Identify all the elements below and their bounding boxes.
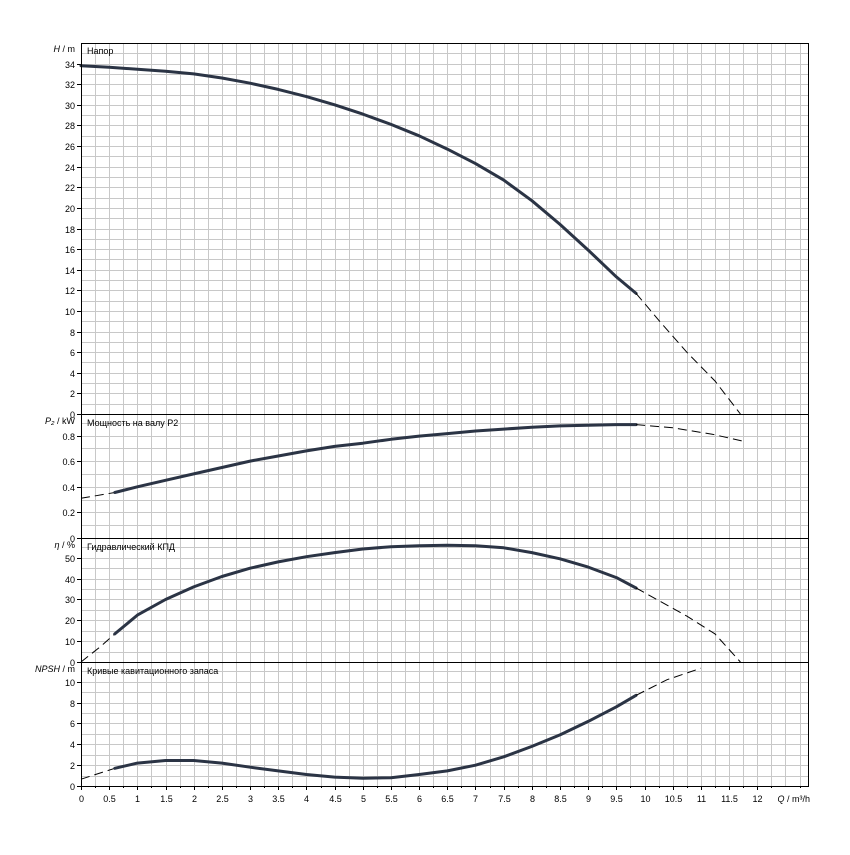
- y-axis-label: H / m: [53, 44, 75, 54]
- x-tick-label: 4.5: [329, 794, 342, 804]
- y-tick-label: 10: [65, 307, 75, 317]
- y-tick-label: 10: [65, 637, 75, 647]
- curve-operating: [113, 543, 638, 636]
- y-axis-label: NPSH / m: [35, 664, 75, 674]
- curve-extrapolated: [80, 633, 116, 663]
- y-tick-label: 0.2: [62, 508, 75, 518]
- x-tick-label: 0.5: [103, 794, 116, 804]
- x-tick-label: 11: [697, 794, 706, 804]
- x-tick-label: 6: [417, 794, 422, 804]
- y-tick-label: 40: [65, 575, 75, 585]
- y-tick-label: 20: [65, 616, 75, 626]
- y-tick-label: 22: [65, 183, 75, 193]
- y-tick-label: 2: [70, 761, 75, 771]
- y-tick-label: 0: [70, 410, 75, 420]
- y-tick-label: 18: [65, 225, 75, 235]
- x-tick-label: 11.5: [721, 794, 738, 804]
- x-tick-label: 2.5: [216, 794, 229, 804]
- x-axis-label: Q / m³/h: [777, 794, 810, 804]
- y-axis-symbol: P₂: [45, 416, 55, 426]
- y-tick-label: 30: [65, 595, 75, 605]
- x-axis-separator: /: [784, 794, 792, 804]
- y-tick-label: 0: [70, 534, 75, 544]
- x-tick-label: 10: [640, 794, 650, 804]
- x-tick-label: 12: [752, 794, 762, 804]
- curve-extrapolated: [635, 293, 741, 415]
- x-tick-label: 9.5: [610, 794, 623, 804]
- y-tick-label: 4: [70, 369, 75, 379]
- x-tick-label: 5.5: [385, 794, 398, 804]
- x-tick-label: 10.5: [665, 794, 683, 804]
- y-axis-symbol: η: [54, 540, 59, 550]
- x-tick-label: 1: [135, 794, 140, 804]
- y-axis-separator: /: [60, 664, 68, 674]
- x-tick-label: 4: [304, 794, 309, 804]
- y-axis-symbol: NPSH: [35, 664, 61, 674]
- curve-extrapolated: [80, 767, 115, 780]
- y-axis-separator: /: [60, 44, 68, 54]
- panel-title: Напор: [87, 46, 113, 56]
- y-axis-separator: /: [59, 540, 67, 550]
- panel-title: Мощность на валу P2: [87, 418, 178, 428]
- y-tick-label: 0: [70, 658, 75, 668]
- y-tick-label: 8: [70, 328, 75, 338]
- curve-extrapolated: [80, 492, 115, 499]
- x-tick-label: 5: [361, 794, 366, 804]
- y-tick-label: 10: [65, 678, 75, 688]
- x-tick-label: 3.5: [272, 794, 285, 804]
- y-axis-unit: kW: [62, 416, 76, 426]
- y-axis-unit: %: [67, 540, 75, 550]
- y-tick-label: 28: [65, 121, 75, 131]
- x-tick-label: 0: [79, 794, 84, 804]
- y-tick-label: 12: [65, 286, 75, 296]
- x-tick-label: 2: [192, 794, 197, 804]
- curve-operating: [79, 64, 638, 295]
- curve-extrapolated: [636, 424, 747, 443]
- y-tick-label: 6: [70, 348, 75, 358]
- y-tick-label: 34: [65, 60, 75, 70]
- x-tick-label: 1.5: [160, 794, 173, 804]
- y-tick-label: 0: [70, 782, 75, 792]
- y-tick-label: 16: [65, 245, 75, 255]
- y-tick-label: 8: [70, 699, 75, 709]
- y-tick-label: 2: [70, 389, 75, 399]
- curve-operating: [113, 423, 638, 494]
- y-tick-label: 14: [65, 266, 75, 276]
- y-tick-label: 26: [65, 142, 75, 152]
- y-tick-label: 30: [65, 101, 75, 111]
- curve-extrapolated: [635, 587, 741, 663]
- panel-title: Кривые кавитационного запаса: [87, 666, 218, 676]
- y-tick-label: 0.4: [62, 483, 75, 493]
- x-axis-symbol: Q: [777, 794, 784, 804]
- y-tick-label: 32: [65, 80, 75, 90]
- y-axis-unit: m: [68, 664, 76, 674]
- y-tick-label: 0.8: [62, 432, 75, 442]
- x-tick-label: 9: [586, 794, 591, 804]
- y-axis-label: P₂ / kW: [45, 416, 75, 426]
- y-axis-unit: m: [68, 44, 76, 54]
- curve-extrapolated: [635, 667, 702, 696]
- curve-operating: [113, 693, 638, 780]
- y-tick-label: 24: [65, 163, 75, 173]
- y-tick-label: 0.6: [62, 457, 75, 467]
- plot-frame: [81, 43, 809, 787]
- x-tick-label: 8.5: [554, 794, 567, 804]
- x-tick-label: 3: [248, 794, 253, 804]
- x-tick-label: 8: [530, 794, 535, 804]
- x-tick-label: 7.5: [498, 794, 511, 804]
- x-axis-unit: m³/h: [792, 794, 810, 804]
- y-axis-separator: /: [54, 416, 62, 426]
- y-tick-label: 6: [70, 719, 75, 729]
- y-axis-label: η / %: [54, 540, 75, 550]
- panel-title: Гидравлический КПД: [87, 542, 175, 552]
- x-tick-label: 7: [473, 794, 478, 804]
- y-axis-symbol: H: [53, 44, 60, 54]
- y-tick-label: 50: [65, 554, 75, 564]
- y-tick-label: 20: [65, 204, 75, 214]
- y-tick-label: 4: [70, 740, 75, 750]
- x-tick-label: 6.5: [441, 794, 454, 804]
